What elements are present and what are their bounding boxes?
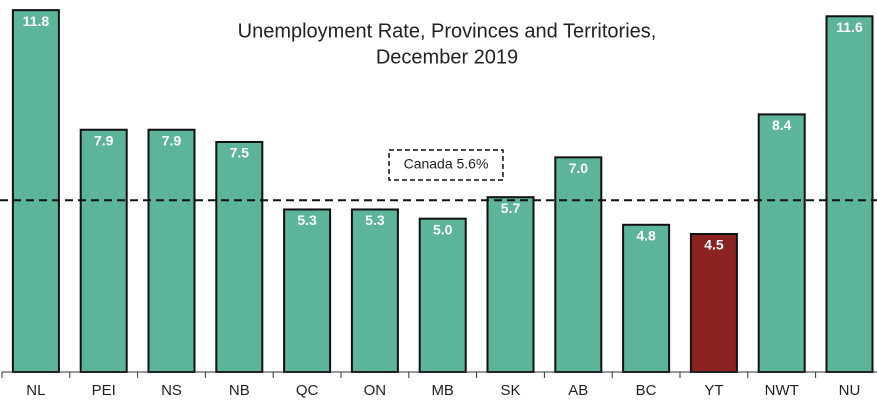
value-label: 4.5 bbox=[704, 237, 724, 253]
x-tick-label: QC bbox=[296, 382, 319, 399]
x-tick-label: NS bbox=[161, 382, 182, 399]
bar bbox=[11, 9, 60, 374]
value-label: 5.7 bbox=[501, 200, 521, 216]
bar bbox=[418, 217, 467, 373]
value-label: 7.9 bbox=[162, 132, 182, 148]
value-label: 8.4 bbox=[772, 117, 792, 133]
x-tick-label: YT bbox=[704, 382, 723, 399]
bar bbox=[283, 208, 332, 373]
value-label: 11.6 bbox=[836, 19, 863, 35]
annotation: Canada 5.6% bbox=[404, 156, 489, 172]
x-tick-label: ON bbox=[364, 382, 387, 399]
chart-title: Unemployment Rate, Provinces and Territo… bbox=[238, 20, 657, 42]
bar bbox=[215, 141, 264, 373]
x-tick-label: PEI bbox=[92, 382, 116, 399]
chart-title: December 2019 bbox=[376, 46, 518, 68]
x-tick-label: NU bbox=[839, 382, 861, 399]
bar bbox=[689, 233, 738, 373]
value-label: 7.5 bbox=[230, 145, 250, 161]
value-label: 7.0 bbox=[569, 160, 589, 176]
bar bbox=[757, 113, 806, 374]
x-tick-label: MB bbox=[431, 382, 454, 399]
x-tick-label: BC bbox=[636, 382, 657, 399]
bar bbox=[554, 156, 603, 373]
x-tick-label: SK bbox=[500, 382, 520, 399]
value-label: 4.8 bbox=[636, 228, 656, 244]
bar bbox=[147, 128, 196, 373]
value-label: 11.8 bbox=[23, 13, 50, 29]
x-tick-label: NB bbox=[229, 382, 250, 399]
x-tick-label: NWT bbox=[765, 382, 799, 399]
value-label: 5.3 bbox=[365, 212, 385, 228]
x-tick-label: AB bbox=[568, 382, 588, 399]
bar bbox=[79, 128, 128, 373]
bar bbox=[350, 208, 399, 373]
annotation-box bbox=[388, 149, 504, 181]
x-tick-label: NL bbox=[26, 382, 45, 399]
value-label: 5.0 bbox=[433, 221, 453, 237]
bar bbox=[622, 223, 671, 373]
bar bbox=[825, 15, 874, 374]
value-label: 7.9 bbox=[94, 132, 114, 148]
value-label: 5.3 bbox=[297, 212, 317, 228]
bar bbox=[486, 196, 535, 373]
